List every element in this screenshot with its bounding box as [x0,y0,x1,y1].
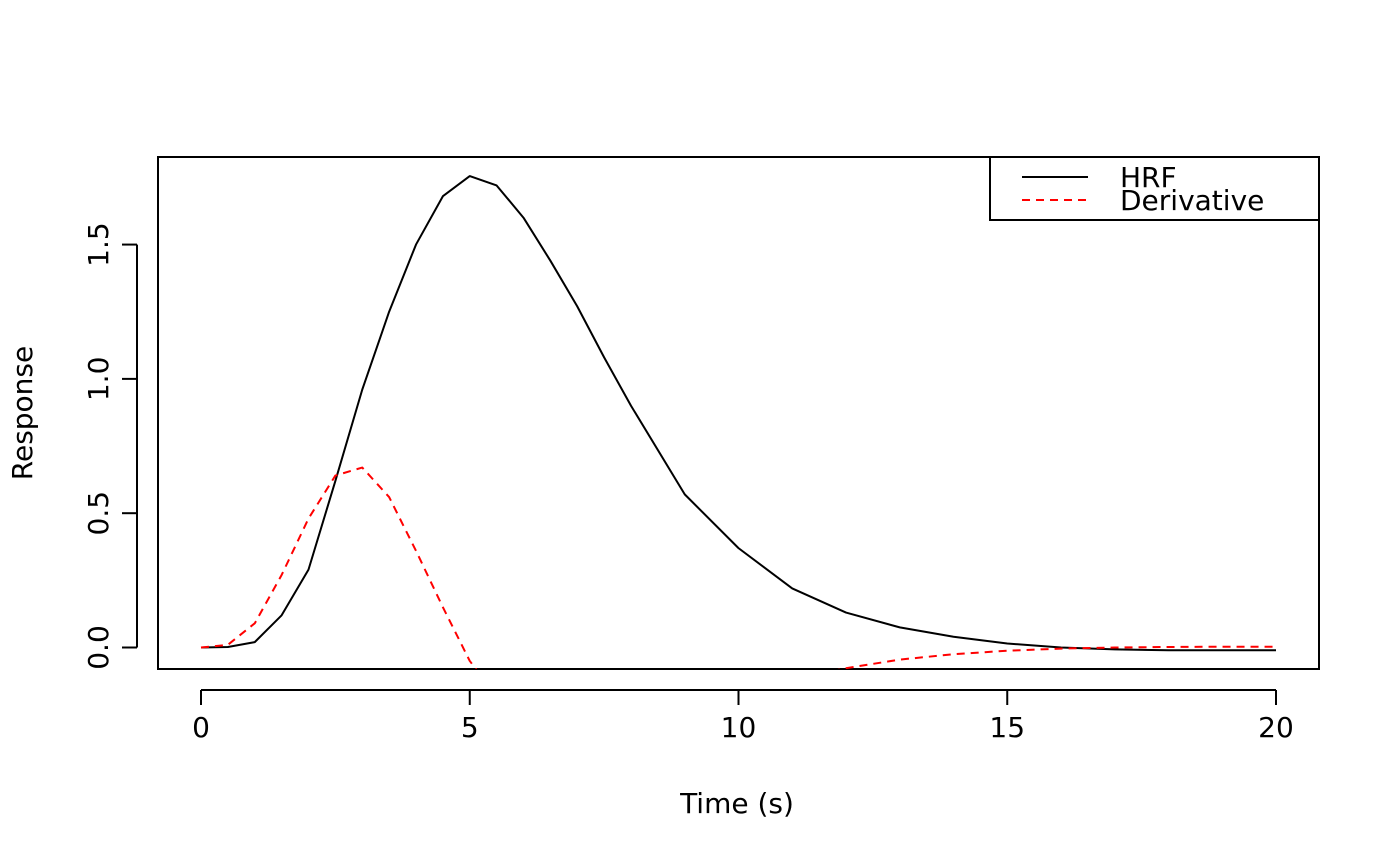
x-tick-label: 20 [1258,711,1294,744]
plot-area [200,175,1276,669]
x-axis-title: Time (s) [679,787,794,820]
y-tick-label: 1.5 [82,222,115,267]
x-tick-label: 5 [461,711,479,744]
x-tick-label: 10 [721,711,757,744]
y-tick-label: 0.0 [82,625,115,670]
x-tick-label: 0 [192,711,210,744]
y-axis-title: Response [6,346,39,480]
x-tick-label: 15 [989,711,1025,744]
series-line [200,466,1276,669]
y-tick-label: 1.0 [82,357,115,402]
legend-box [989,156,1320,221]
series-line [200,175,1276,652]
plot-box [157,156,1320,670]
legend-label: HRF [1120,161,1177,194]
y-tick-label: 0.5 [82,491,115,536]
legend-label: Derivative [1120,184,1264,217]
